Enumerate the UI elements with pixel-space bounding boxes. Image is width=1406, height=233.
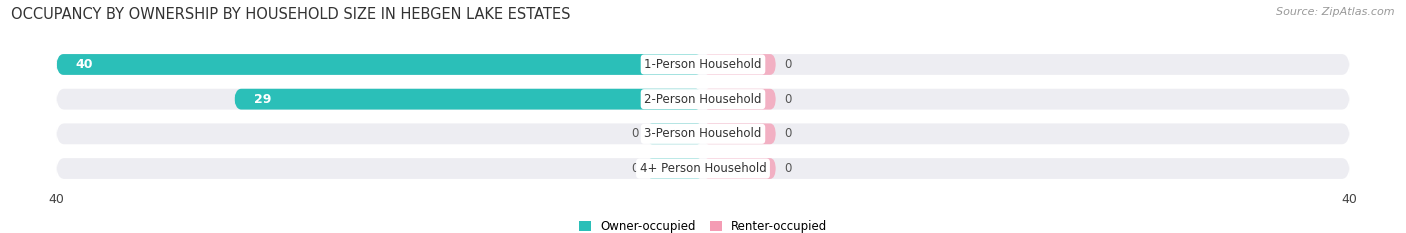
FancyBboxPatch shape [56, 123, 1350, 144]
Legend: Owner-occupied, Renter-occupied: Owner-occupied, Renter-occupied [579, 220, 827, 233]
FancyBboxPatch shape [56, 158, 1350, 179]
Text: 4+ Person Household: 4+ Person Household [640, 162, 766, 175]
Text: 0: 0 [631, 127, 638, 140]
Text: 0: 0 [785, 127, 792, 140]
FancyBboxPatch shape [703, 123, 776, 144]
Text: 0: 0 [785, 162, 792, 175]
Text: 0: 0 [785, 93, 792, 106]
FancyBboxPatch shape [647, 158, 703, 179]
FancyBboxPatch shape [56, 89, 1350, 110]
FancyBboxPatch shape [56, 54, 1350, 75]
Text: Source: ZipAtlas.com: Source: ZipAtlas.com [1277, 7, 1395, 17]
FancyBboxPatch shape [233, 89, 703, 110]
Text: 0: 0 [785, 58, 792, 71]
FancyBboxPatch shape [703, 158, 776, 179]
Text: 40: 40 [48, 193, 65, 206]
FancyBboxPatch shape [647, 123, 703, 144]
Text: 1-Person Household: 1-Person Household [644, 58, 762, 71]
Text: 29: 29 [253, 93, 271, 106]
Text: 40: 40 [76, 58, 93, 71]
FancyBboxPatch shape [703, 89, 776, 110]
Text: 40: 40 [1341, 193, 1358, 206]
Text: OCCUPANCY BY OWNERSHIP BY HOUSEHOLD SIZE IN HEBGEN LAKE ESTATES: OCCUPANCY BY OWNERSHIP BY HOUSEHOLD SIZE… [11, 7, 571, 22]
Text: 3-Person Household: 3-Person Household [644, 127, 762, 140]
FancyBboxPatch shape [703, 54, 776, 75]
Text: 2-Person Household: 2-Person Household [644, 93, 762, 106]
FancyBboxPatch shape [56, 54, 703, 75]
Text: 0: 0 [631, 162, 638, 175]
